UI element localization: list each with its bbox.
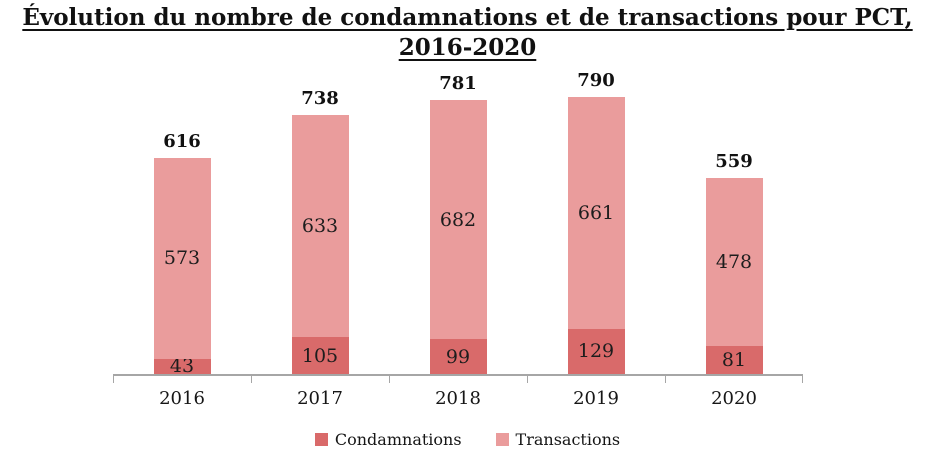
legend-label-condamnations: Condamnations [334,430,462,449]
x-axis-label: 2017 [297,388,343,409]
segment-label-condamnations: 43 [169,355,195,378]
x-axis-tick [251,374,252,383]
x-axis-tick [389,374,390,383]
x-axis-line [113,374,803,376]
legend: Condamnations Transactions [0,430,935,449]
x-axis-label: 2016 [159,388,205,409]
plot-area: 43 573 616 2016 105 633 738 2017 99 682 781 2018 129… [113,70,803,409]
x-axis-tick [113,374,114,383]
bar-segment-transactions [153,158,211,359]
segment-label-transactions: 573 [163,247,201,270]
x-axis-tick [527,374,528,383]
x-axis-tick [802,374,803,383]
legend-label-transactions: Transactions [515,430,621,449]
total-label: 559 [715,151,753,172]
bar-segment-condamnations [705,345,763,374]
total-label: 738 [301,88,339,110]
x-axis-label: 2020 [711,388,757,409]
bar-segment-condamnations [291,337,349,374]
legend-swatch-transactions [495,433,509,446]
segment-label-transactions: 633 [301,215,339,238]
bar-segment-condamnations [153,358,211,374]
bar-segment-condamnations [429,339,487,374]
total-label: 781 [439,73,477,95]
segment-label-transactions: 682 [439,208,477,231]
chart-title-line2: 2016-2020 [398,34,537,61]
segment-label-condamnations: 99 [445,345,471,368]
chart-title: Évolution du nombre de condamnations et … [0,3,935,63]
bar-segment-condamnations [567,328,625,374]
segment-label-condamnations: 105 [301,344,339,367]
bar-segment-transactions [705,178,763,346]
legend-swatch-condamnations [314,433,328,446]
legend-item-transactions: Transactions [495,430,621,449]
segment-label-transactions: 478 [715,250,753,273]
segment-label-condamnations: 81 [721,348,747,371]
total-label: 616 [163,131,201,153]
x-axis-tick [665,374,666,383]
x-axis-label: 2019 [573,388,619,409]
total-label: 790 [577,70,615,91]
bar-segment-transactions [291,115,349,338]
chart-title-line1: Évolution du nombre de condamnations et … [22,4,913,31]
bar-segment-transactions [567,97,625,329]
bar-segment-transactions [429,100,487,340]
segment-label-transactions: 661 [577,201,615,224]
legend-item-condamnations: Condamnations [314,430,462,449]
x-axis-label: 2018 [435,388,481,409]
segment-label-condamnations: 129 [577,340,615,363]
